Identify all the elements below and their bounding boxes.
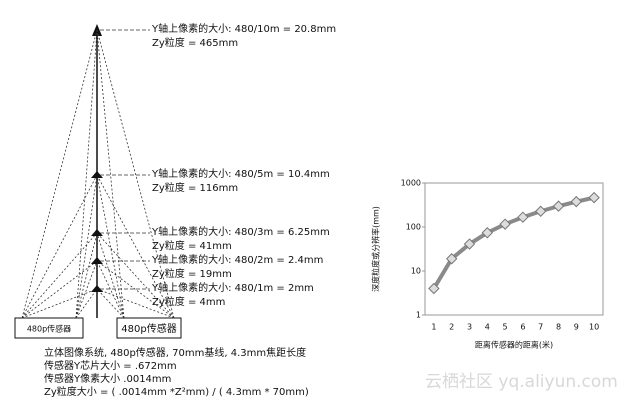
- x-tick-label: 1: [431, 323, 436, 332]
- sight-line: [75, 288, 98, 319]
- point: [517, 211, 529, 223]
- sight-line: [96, 174, 175, 319]
- y-axis-label: 深度粒度或分辨率(mm): [371, 206, 381, 292]
- sight-line: [96, 260, 125, 319]
- sight-line: [21, 174, 98, 319]
- plot-area: [424, 182, 604, 316]
- level-marker: [91, 229, 103, 236]
- sight-line: [96, 174, 125, 319]
- point: [499, 218, 511, 230]
- x-tick-label: 9: [574, 323, 579, 332]
- x-axis-label: 距离传感器的距离(米): [475, 340, 553, 350]
- sight-line: [75, 174, 98, 319]
- point: [552, 200, 565, 212]
- x-tick-label: 2: [449, 323, 454, 332]
- pixel-size: Y轴上像素的大小: 480/1m = 2mm: [151, 281, 314, 294]
- granularity: Zy粒度 = 41mm: [152, 239, 232, 252]
- series-line: [432, 195, 595, 290]
- y-tick-label: 1: [416, 311, 421, 320]
- level-marker: [91, 285, 103, 292]
- sight-line: [21, 232, 98, 319]
- point: [481, 227, 494, 239]
- pixel-size: Y轴上像素的大小: 480/10m = 20.8mm: [151, 22, 336, 35]
- watermark: 云栖社区 yq.aliyun.com: [425, 372, 618, 392]
- sensor-label: 480p传感器: [27, 324, 71, 334]
- y-tick-label: 10: [411, 267, 421, 276]
- x-tick-label: 10: [589, 323, 599, 332]
- sight-line: [96, 29, 175, 319]
- sight-line: [96, 232, 125, 319]
- point: [570, 195, 583, 208]
- x-tick-label: 4: [485, 323, 490, 332]
- granularity: Zy粒度 = 465mm: [152, 36, 238, 49]
- sensor-box: [116, 317, 182, 339]
- note: Zy粒度大小 = ( .0014mm *Z²mm) / ( 4.3mm * 70…: [44, 385, 309, 398]
- sight-line: [96, 29, 125, 319]
- granularity: Zy粒度 = 19mm: [152, 267, 232, 280]
- x-tick-label: 5: [503, 323, 508, 332]
- x-tick-label: 6: [520, 323, 525, 332]
- point: [445, 253, 458, 265]
- sight-line: [96, 288, 125, 319]
- sight-line: [75, 232, 98, 319]
- sight-line: [75, 29, 98, 319]
- x-tick-label: 8: [556, 323, 561, 332]
- point: [588, 191, 600, 204]
- point: [428, 282, 440, 295]
- note: 传感器Y像素大小 .0014mm: [44, 372, 171, 385]
- granularity: Zy粒度 = 4mm: [152, 295, 225, 308]
- sight-line: [21, 29, 98, 319]
- sensor-box: [14, 317, 84, 339]
- pixel-size: Y轴上像素的大小: 480/2m = 2.4mm: [151, 253, 323, 266]
- level-marker: [91, 171, 103, 178]
- note: 立体图像系统, 480p传感器, 70mm基线, 4.3mm焦距长度: [44, 346, 306, 359]
- pixel-size: Y轴上像素的大小: 480/3m = 6.25mm: [151, 225, 330, 238]
- sight-line: [21, 288, 98, 319]
- level-marker: [91, 257, 103, 264]
- pixel-size: Y轴上像素的大小: 480/5m = 10.4mm: [151, 167, 330, 180]
- granularity: Zy粒度 = 116mm: [152, 181, 238, 194]
- x-tick-label: 3: [467, 323, 472, 332]
- y-tick-label: 1000: [401, 179, 421, 188]
- point: [463, 238, 476, 250]
- note: 传感器Y芯片大小 = .672mm: [44, 359, 177, 372]
- sight-line: [96, 232, 175, 319]
- point: [534, 205, 547, 217]
- sight-line: [96, 288, 175, 319]
- sight-line: [21, 260, 98, 319]
- sensor-label: 480p传感器: [121, 322, 176, 335]
- y-tick-label: 100: [406, 223, 421, 232]
- x-tick-label: 7: [538, 323, 543, 332]
